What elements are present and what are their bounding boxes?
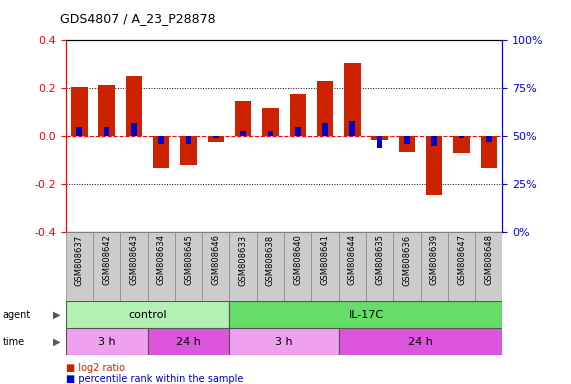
Bar xyxy=(459,136,464,138)
Text: GSM808639: GSM808639 xyxy=(430,234,439,285)
Bar xyxy=(147,232,175,301)
Text: IL-17C: IL-17C xyxy=(348,310,384,320)
Text: ■ log2 ratio: ■ log2 ratio xyxy=(66,363,124,373)
Bar xyxy=(213,136,219,138)
Bar xyxy=(317,81,333,136)
Bar xyxy=(131,123,137,136)
Bar xyxy=(426,136,443,195)
Bar xyxy=(486,136,492,142)
Bar xyxy=(262,108,279,136)
Bar xyxy=(98,85,115,136)
Text: GSM808646: GSM808646 xyxy=(211,234,220,285)
Bar xyxy=(399,136,415,152)
Text: control: control xyxy=(128,310,167,320)
Bar xyxy=(104,127,110,136)
Bar xyxy=(240,131,246,136)
Text: GSM808634: GSM808634 xyxy=(156,234,166,285)
Bar xyxy=(421,232,448,301)
Bar xyxy=(66,232,93,301)
Bar xyxy=(66,328,147,355)
Text: GSM808644: GSM808644 xyxy=(348,234,357,285)
Text: ▶: ▶ xyxy=(53,337,61,347)
Bar xyxy=(202,232,230,301)
Text: 3 h: 3 h xyxy=(275,337,293,347)
Bar xyxy=(377,136,383,148)
Bar xyxy=(153,136,170,167)
Text: GSM808637: GSM808637 xyxy=(75,234,84,286)
Text: ■ percentile rank within the sample: ■ percentile rank within the sample xyxy=(66,374,243,384)
Bar xyxy=(257,232,284,301)
Text: GSM808643: GSM808643 xyxy=(130,234,138,285)
Text: GSM808635: GSM808635 xyxy=(375,234,384,285)
Text: 24 h: 24 h xyxy=(408,337,433,347)
Bar xyxy=(66,301,230,328)
Text: GSM808636: GSM808636 xyxy=(403,234,412,286)
Bar xyxy=(371,136,388,140)
Bar xyxy=(158,136,164,144)
Bar xyxy=(289,94,306,136)
Text: GSM808647: GSM808647 xyxy=(457,234,466,285)
Bar xyxy=(344,63,360,136)
Bar xyxy=(230,232,257,301)
Text: ▶: ▶ xyxy=(53,310,61,320)
Text: GSM808642: GSM808642 xyxy=(102,234,111,285)
Bar xyxy=(481,136,497,167)
Bar xyxy=(448,232,475,301)
Text: 24 h: 24 h xyxy=(176,337,201,347)
Bar xyxy=(180,136,196,165)
Bar xyxy=(322,123,328,136)
Text: GSM808648: GSM808648 xyxy=(484,234,493,285)
Text: agent: agent xyxy=(3,310,31,320)
Bar xyxy=(366,232,393,301)
Bar xyxy=(71,87,87,136)
Bar xyxy=(339,328,502,355)
Bar xyxy=(147,328,230,355)
Bar xyxy=(295,127,300,136)
Bar xyxy=(431,136,437,146)
Bar xyxy=(230,328,339,355)
Bar xyxy=(475,232,502,301)
Text: GDS4807 / A_23_P28878: GDS4807 / A_23_P28878 xyxy=(60,12,216,25)
Bar xyxy=(404,136,410,144)
Text: 3 h: 3 h xyxy=(98,337,115,347)
Bar xyxy=(268,131,274,136)
Text: time: time xyxy=(3,337,25,347)
Bar xyxy=(453,136,470,153)
Bar xyxy=(339,232,366,301)
Bar xyxy=(186,136,191,144)
Bar xyxy=(77,127,82,136)
Text: GSM808638: GSM808638 xyxy=(266,234,275,286)
Bar xyxy=(284,232,311,301)
Bar xyxy=(175,232,202,301)
Bar xyxy=(235,101,251,136)
Text: GSM808640: GSM808640 xyxy=(293,234,302,285)
Bar xyxy=(93,232,120,301)
Bar xyxy=(208,136,224,142)
Text: GSM808633: GSM808633 xyxy=(239,234,248,286)
Text: GSM808645: GSM808645 xyxy=(184,234,193,285)
Text: GSM808641: GSM808641 xyxy=(320,234,329,285)
Bar xyxy=(120,232,147,301)
Bar xyxy=(311,232,339,301)
Bar xyxy=(230,301,502,328)
Bar xyxy=(126,76,142,136)
Bar xyxy=(393,232,421,301)
Bar xyxy=(349,121,355,136)
